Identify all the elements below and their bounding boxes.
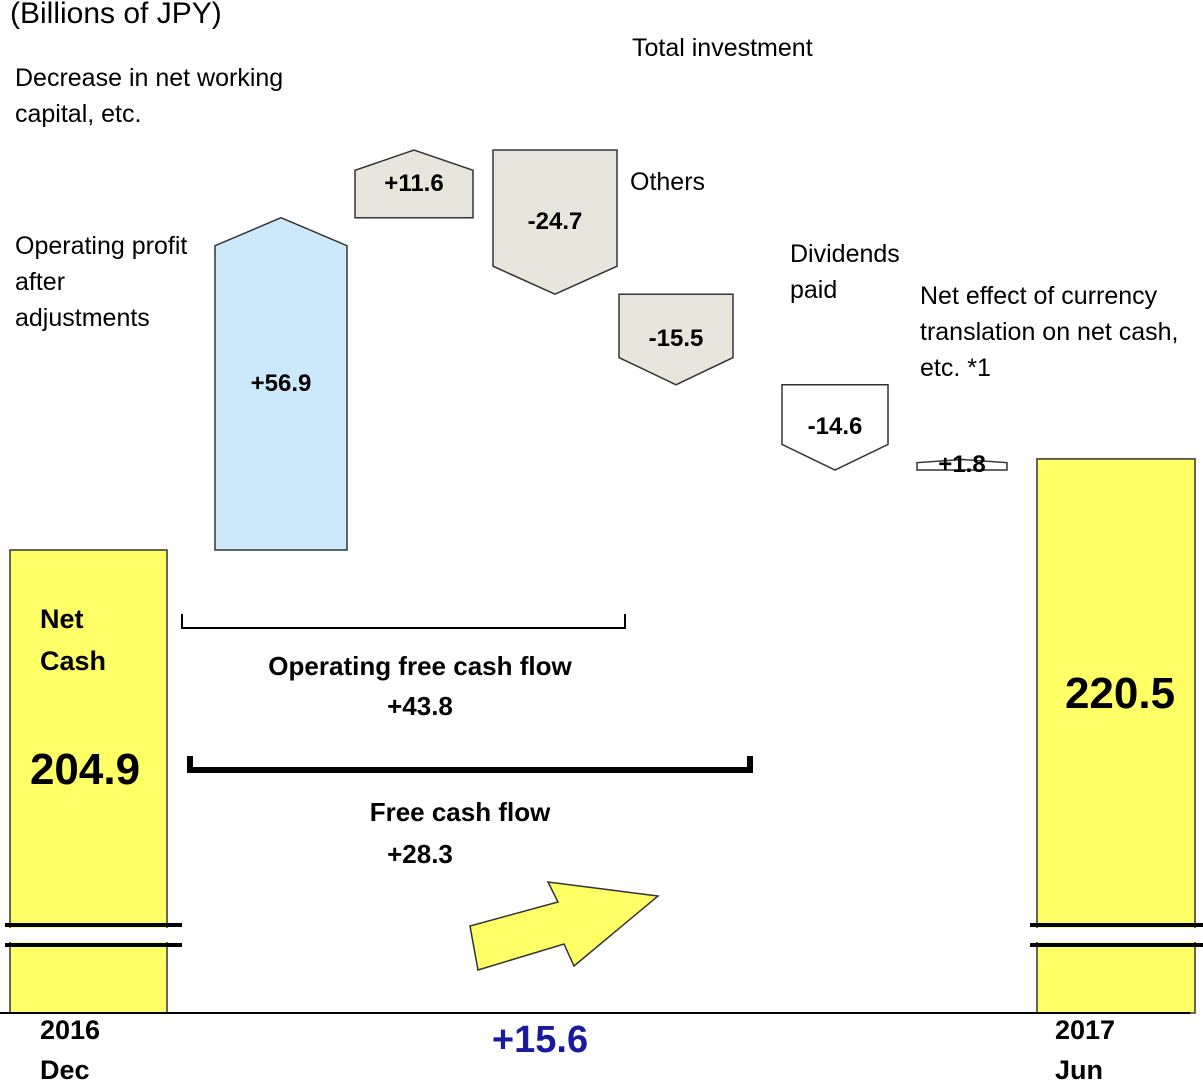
- step-label: Dividends paid: [790, 240, 900, 304]
- bracket: [181, 614, 626, 629]
- start-category: 2016 Dec: [40, 1015, 101, 1085]
- step-value: +1.8: [938, 450, 986, 478]
- step-value: +11.6: [384, 169, 444, 197]
- step-arrow: [781, 383, 889, 471]
- step-arrow: [916, 458, 1008, 471]
- end-category: 2017 Jun: [1055, 1015, 1116, 1085]
- step-value: -14.6: [807, 413, 863, 441]
- step-label: Operating profit after adjustments: [15, 232, 188, 332]
- step-value: +56.9: [250, 369, 312, 397]
- step-arrow: [492, 149, 618, 296]
- subtotal-value: +28.3: [387, 839, 453, 869]
- start-value: 204.9: [29, 745, 141, 794]
- step-label: Decrease in net working capital, etc.: [15, 64, 284, 128]
- subtotal-name: Operating free cash flow: [268, 651, 572, 681]
- subtotal-name: Free cash flow: [369, 797, 551, 827]
- break-gap: [1035, 928, 1203, 942]
- step-arrow: [354, 149, 474, 219]
- step-arrow: [618, 293, 734, 386]
- step-label: Net effect of currency translation on ne…: [920, 282, 1179, 382]
- break-gap: [8, 928, 170, 942]
- step-value: -24.7: [527, 208, 583, 236]
- step-label: Others: [630, 168, 706, 196]
- step-value: -15.5: [648, 325, 704, 353]
- bracket: [187, 756, 753, 773]
- start-name: Net Cash: [40, 604, 107, 676]
- step-arrow: [214, 216, 348, 551]
- subtotal-value: +43.8: [387, 691, 453, 721]
- change-value: +15.6: [491, 1019, 589, 1061]
- end-value: 220.5: [1064, 669, 1176, 718]
- step-label: Total investment: [632, 34, 813, 62]
- end-bar: [1036, 458, 1196, 1014]
- trend-arrow: [469, 881, 660, 971]
- unit-label: (Billions of JPY): [10, 0, 222, 30]
